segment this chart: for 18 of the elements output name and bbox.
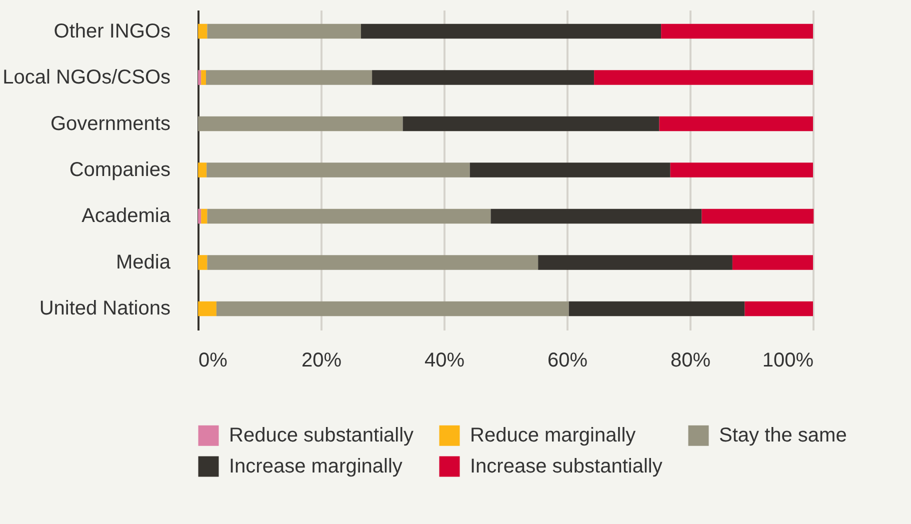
legend-label: Stay the same	[719, 424, 847, 447]
x-tick-label: 40%	[424, 350, 465, 372]
y-tick-label: Local NGOs/CSOs	[2, 66, 170, 89]
y-tick-label: United Nations	[39, 298, 170, 320]
x-tick-label: 100%	[762, 350, 814, 372]
y-tick-label: Other INGOs	[54, 20, 170, 42]
legend-label: Reduce marginally	[470, 424, 636, 447]
legend-label: Reduce substantially	[229, 424, 414, 447]
y-tick-label: Academia	[82, 205, 172, 228]
y-tick-label: Governments	[50, 112, 170, 135]
x-tick-label: 60%	[547, 350, 588, 372]
y-tick-label: Companies	[69, 159, 170, 181]
legend-label: Increase substantially	[470, 456, 662, 478]
x-tick-label: 80%	[670, 350, 711, 372]
x-tick-label: 0%	[198, 350, 228, 372]
y-tick-label: Media	[116, 251, 172, 274]
legend-label: Increase marginally	[229, 456, 402, 478]
x-tick-label: 20%	[301, 350, 342, 372]
